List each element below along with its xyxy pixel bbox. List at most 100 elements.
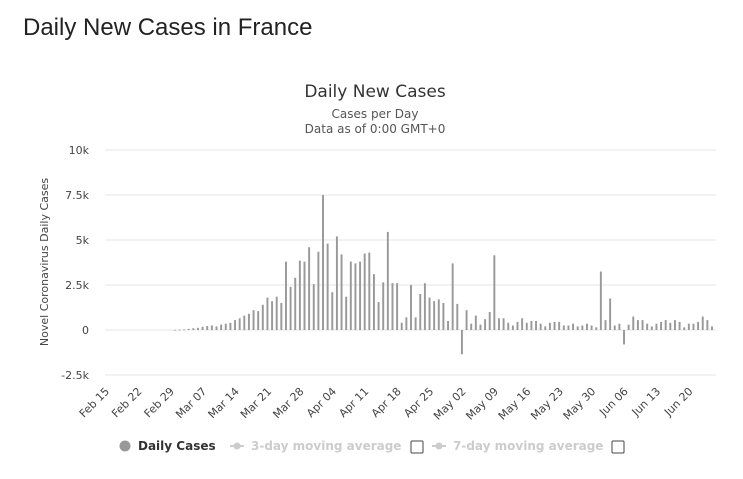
bar[interactable] — [669, 322, 672, 330]
bar[interactable] — [697, 321, 700, 330]
bar[interactable] — [553, 321, 556, 330]
bar[interactable] — [428, 297, 431, 330]
bar[interactable] — [516, 321, 519, 330]
bar[interactable] — [400, 322, 403, 330]
bar[interactable] — [224, 323, 227, 330]
bar[interactable] — [368, 252, 371, 330]
bar[interactable] — [294, 277, 297, 330]
bar[interactable] — [197, 327, 199, 330]
bar[interactable] — [548, 322, 551, 330]
bar[interactable] — [613, 325, 616, 331]
legend-7day-marker[interactable] — [435, 442, 443, 450]
bar[interactable] — [507, 322, 510, 330]
bar[interactable] — [678, 321, 681, 330]
bar[interactable] — [433, 301, 436, 330]
bar[interactable] — [664, 320, 667, 330]
legend-7day-checkbox[interactable] — [611, 440, 625, 454]
bar[interactable] — [349, 261, 352, 330]
bar[interactable] — [437, 299, 440, 330]
bar[interactable] — [442, 303, 445, 330]
bar[interactable] — [312, 284, 315, 330]
bar[interactable] — [488, 312, 491, 330]
bar[interactable] — [335, 236, 338, 330]
bar[interactable] — [632, 316, 635, 331]
bar[interactable] — [687, 323, 690, 330]
bar[interactable] — [206, 326, 209, 330]
bar[interactable] — [456, 303, 459, 330]
bar[interactable] — [544, 326, 547, 330]
bar[interactable] — [650, 326, 653, 330]
bar[interactable] — [414, 317, 417, 330]
bar[interactable] — [590, 325, 593, 331]
bar[interactable] — [646, 323, 649, 330]
bar[interactable] — [576, 326, 579, 330]
bar[interactable] — [298, 260, 301, 330]
bar[interactable] — [623, 330, 625, 345]
bar[interactable] — [701, 316, 704, 331]
bar[interactable] — [711, 326, 713, 330]
legend-3day-label[interactable]: 3-day moving average — [251, 439, 401, 453]
bar[interactable] — [530, 321, 533, 330]
bar[interactable] — [641, 320, 644, 330]
bar[interactable] — [275, 296, 278, 330]
bar[interactable] — [479, 324, 482, 330]
bar[interactable] — [419, 294, 422, 330]
bar[interactable] — [192, 328, 195, 330]
bar[interactable] — [317, 251, 320, 330]
legend-daily-cases-marker[interactable] — [119, 440, 131, 452]
bar[interactable] — [423, 283, 426, 330]
bar[interactable] — [201, 326, 204, 330]
bar[interactable] — [345, 296, 348, 330]
bar[interactable] — [372, 274, 375, 330]
bar[interactable] — [382, 282, 385, 330]
bar[interactable] — [692, 323, 695, 330]
bar[interactable] — [636, 320, 639, 330]
bar[interactable] — [396, 283, 399, 330]
bar[interactable] — [386, 231, 389, 330]
bar[interactable] — [539, 323, 542, 330]
bar[interactable] — [572, 323, 575, 330]
bar[interactable] — [210, 325, 213, 331]
bar[interactable] — [271, 301, 274, 330]
bar[interactable] — [604, 320, 607, 330]
bar[interactable] — [359, 261, 362, 330]
bar[interactable] — [535, 321, 537, 330]
bar[interactable] — [280, 303, 283, 330]
legend-7day-label[interactable]: 7-day moving average — [453, 439, 603, 453]
bar[interactable] — [451, 263, 454, 330]
bar[interactable] — [229, 322, 232, 330]
bar[interactable] — [511, 325, 514, 331]
bar[interactable] — [257, 311, 260, 330]
bar[interactable] — [595, 327, 598, 330]
bar[interactable] — [660, 321, 663, 330]
legend-3day-checkbox[interactable] — [410, 440, 424, 454]
bar[interactable] — [673, 320, 676, 330]
bar[interactable] — [405, 317, 408, 330]
bar[interactable] — [363, 253, 366, 331]
bar[interactable] — [460, 330, 463, 355]
bar[interactable] — [581, 325, 584, 331]
bar[interactable] — [354, 263, 357, 330]
bar[interactable] — [484, 319, 487, 330]
bar[interactable] — [308, 247, 311, 330]
bar[interactable] — [410, 285, 412, 330]
bar[interactable] — [303, 261, 306, 330]
bar[interactable] — [599, 271, 602, 331]
bar[interactable] — [502, 318, 505, 330]
bar[interactable] — [558, 321, 561, 330]
bar[interactable] — [238, 318, 241, 330]
bar[interactable] — [474, 315, 477, 330]
bar[interactable] — [187, 328, 190, 330]
bar[interactable] — [521, 318, 524, 330]
bar[interactable] — [173, 329, 176, 331]
bar[interactable] — [567, 325, 570, 331]
bar[interactable] — [340, 254, 343, 330]
bar[interactable] — [183, 329, 186, 331]
bar[interactable] — [493, 255, 496, 330]
bar[interactable] — [609, 298, 612, 331]
bar[interactable] — [326, 243, 329, 330]
bar[interactable] — [706, 320, 709, 330]
bar[interactable] — [655, 323, 658, 330]
bar[interactable] — [627, 324, 630, 330]
bar[interactable] — [470, 323, 473, 330]
